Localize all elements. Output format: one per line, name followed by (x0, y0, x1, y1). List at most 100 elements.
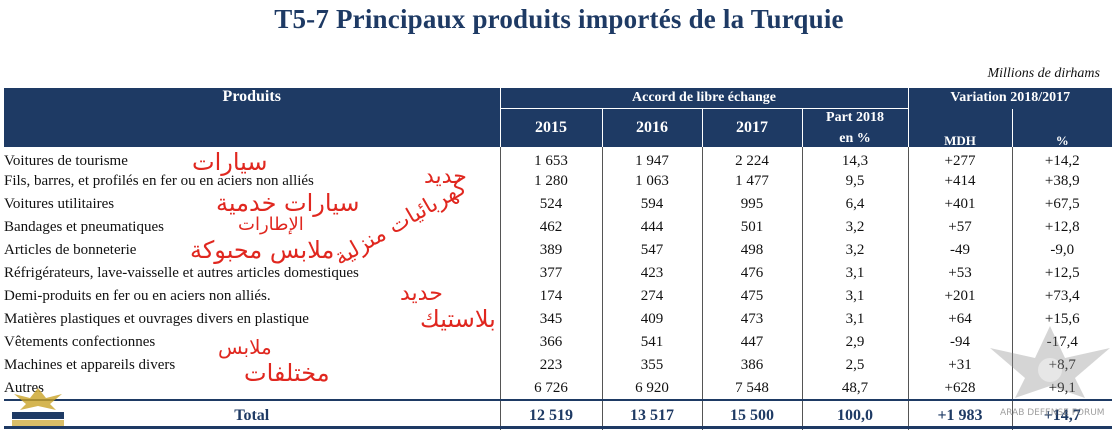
cell-v2017: 995 (702, 193, 803, 216)
cell-v2015: 345 (500, 308, 603, 331)
cell-pct: +73,4 (1044, 288, 1080, 304)
forum-watermark-right (990, 326, 1110, 398)
cell-v2015: 1 653 (500, 147, 603, 170)
table-row: Réfrigérateurs, lave-vaisselle et autres… (4, 262, 1112, 285)
cell-v2015: 462 (500, 216, 603, 239)
product-name: Matières plastiques et ouvrages divers e… (4, 308, 501, 331)
header-year-2017: 2017 (702, 108, 803, 147)
cell-pct: +67,5 (1044, 196, 1080, 212)
cell-pct: +14,2 (1044, 153, 1080, 169)
header-mdh: MDH (907, 108, 1013, 147)
cell-pct: +14,7 (1012, 399, 1112, 430)
cell-v2017: 447 (702, 331, 803, 354)
annotation-clothes: ملابس (218, 335, 272, 359)
cell-mdh: +277 (908, 147, 1013, 170)
header-part-line1: Part 2018 (826, 110, 884, 125)
table-row: Machines et appareils divers 223 355 386 2,5… (4, 354, 1112, 377)
cell-v2017: 7 548 (702, 377, 803, 400)
table-row: Demi-produits en fer ou en aciers non al… (4, 285, 1112, 308)
cell-pct: +8,7 (1012, 354, 1112, 377)
cell-v2016: 274 (602, 285, 703, 308)
cell-v2015: 377 (500, 262, 603, 285)
annotation-knitwear: ملابس محبوكة (190, 236, 335, 264)
cell-mdh: +414 (908, 170, 1013, 193)
table-body: Voitures de tourisme 1 653 1 947 2 224 14,3 +… (4, 147, 1112, 430)
cell-mdh: +401 (908, 193, 1013, 216)
cell-v2016: 547 (602, 239, 703, 262)
cell-v2017: 476 (702, 262, 803, 285)
header-produits: Produits (4, 88, 501, 147)
cell-v2016: 423 (602, 262, 703, 285)
cell-mdh: +64 (908, 308, 1013, 331)
cell-v2015: 6 726 (500, 377, 603, 400)
cell-v2017: 501 (702, 216, 803, 239)
cell-part: 3,1 (802, 285, 909, 308)
product-name: Vêtements confectionnes (4, 331, 501, 354)
cell-mdh: +628 (908, 377, 1013, 400)
watermark-text: ARAB DEFENSE FORUM (1000, 408, 1105, 418)
header-part-line2: en % (839, 131, 871, 146)
cell-v2016: 6 920 (602, 377, 703, 400)
cell-mdh: +31 (908, 354, 1013, 377)
product-name: Voitures utilitaires (4, 193, 501, 216)
cell-part: 2,9 (802, 331, 909, 354)
annotation-tires: الإطارات (238, 214, 304, 235)
cell-pct: -9,0 (1050, 242, 1075, 258)
annotation-iron-1: حديد (424, 164, 467, 189)
imports-table: Produits Accord de libre échange Variati… (4, 88, 1112, 430)
cell-v2015: 366 (500, 331, 603, 354)
cell-v2016: 13 517 (602, 399, 703, 430)
cell-mdh: -94 (908, 331, 1013, 354)
cell-v2017: 498 (702, 239, 803, 262)
cell-v2017: 15 500 (702, 399, 803, 430)
cell-v2016: 444 (602, 216, 703, 239)
cell-v2016: 594 (602, 193, 703, 216)
cell-v2015: 174 (500, 285, 603, 308)
cell-v2015: 524 (500, 193, 603, 216)
header-accord: Accord de libre échange (500, 88, 908, 109)
cell-part: 3,1 (802, 308, 909, 331)
cell-v2016: 355 (602, 354, 703, 377)
cell-part: 6,4 (802, 193, 909, 216)
cell-pct: +9,1 (1012, 377, 1112, 400)
product-name: Machines et appareils divers (4, 354, 501, 377)
cell-v2017: 475 (702, 285, 803, 308)
annotation-utility-cars: سيارات خدمية (216, 189, 360, 217)
cell-pct: -17,4 (1046, 334, 1078, 350)
cell-v2015: 389 (500, 239, 603, 262)
cell-part: 14,3 (802, 147, 909, 170)
cell-part: 3,1 (802, 262, 909, 285)
cell-v2016: 409 (602, 308, 703, 331)
cell-mdh: +201 (908, 285, 1013, 308)
cell-v2017: 2 224 (702, 147, 803, 170)
table-row: Vêtements confectionnes 366 541 447 2,9 -94 -1… (4, 331, 1112, 354)
cell-v2017: 473 (702, 308, 803, 331)
cell-v2017: 386 (702, 354, 803, 377)
cell-v2015: 12 519 (500, 399, 603, 430)
cell-mdh: -49 (908, 239, 1013, 262)
total-label: Total (4, 399, 501, 430)
cell-part: 2,5 (802, 354, 909, 377)
product-name: Autres (4, 377, 501, 400)
cell-pct: +38,9 (1044, 173, 1080, 189)
cell-part: 3,2 (802, 239, 909, 262)
product-name: Demi-produits en fer ou en aciers non al… (4, 285, 501, 308)
units-note: Millions de dirhams (987, 66, 1100, 81)
cell-v2015: 1 280 (500, 170, 603, 193)
table-row: Voitures de tourisme 1 653 1 947 2 224 14,3 +… (4, 147, 1112, 170)
product-name: Articles de bonneterie (4, 239, 501, 262)
annotation-plastic: بلاستيك (420, 305, 496, 333)
cell-part: 48,7 (802, 377, 909, 400)
table-row: Fils, barres, et profilés en fer ou en a… (4, 170, 1112, 193)
cell-part: 3,2 (802, 216, 909, 239)
annotation-misc: مختلفات (244, 359, 330, 387)
cell-pct: +12,8 (1044, 219, 1080, 235)
header-pct: % (1055, 133, 1069, 148)
cell-pct: +12,5 (1044, 265, 1080, 281)
cell-v2016: 1 947 (602, 147, 703, 170)
page-title: T5-7 Principaux produits importés de la … (274, 4, 844, 34)
annotation-cars: سيارات (192, 148, 268, 176)
cell-mdh: +57 (908, 216, 1013, 239)
table-row: Voitures utilitaires 524 594 995 6,4 +401 +67,… (4, 193, 1112, 216)
